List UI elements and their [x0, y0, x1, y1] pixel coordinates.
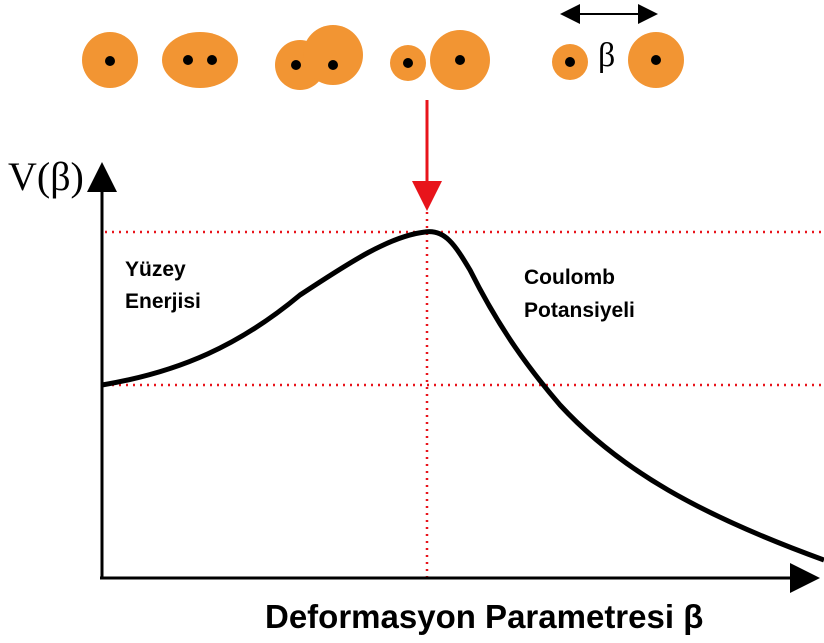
potential-curve — [101, 229, 824, 563]
y-axis-label: V(β) — [8, 154, 84, 199]
separation-label: β — [598, 37, 615, 74]
nucleus-centers — [105, 55, 661, 70]
nuclei — [82, 25, 684, 90]
guide-lines — [105, 212, 822, 578]
region-label: Potansiyeli — [524, 299, 635, 322]
region-label: Coulomb — [524, 266, 615, 289]
region-label: Yüzey — [125, 258, 186, 281]
region-label: Enerjisi — [125, 290, 201, 313]
x-axis-label: Deformasyon Parametresi β — [265, 598, 703, 635]
